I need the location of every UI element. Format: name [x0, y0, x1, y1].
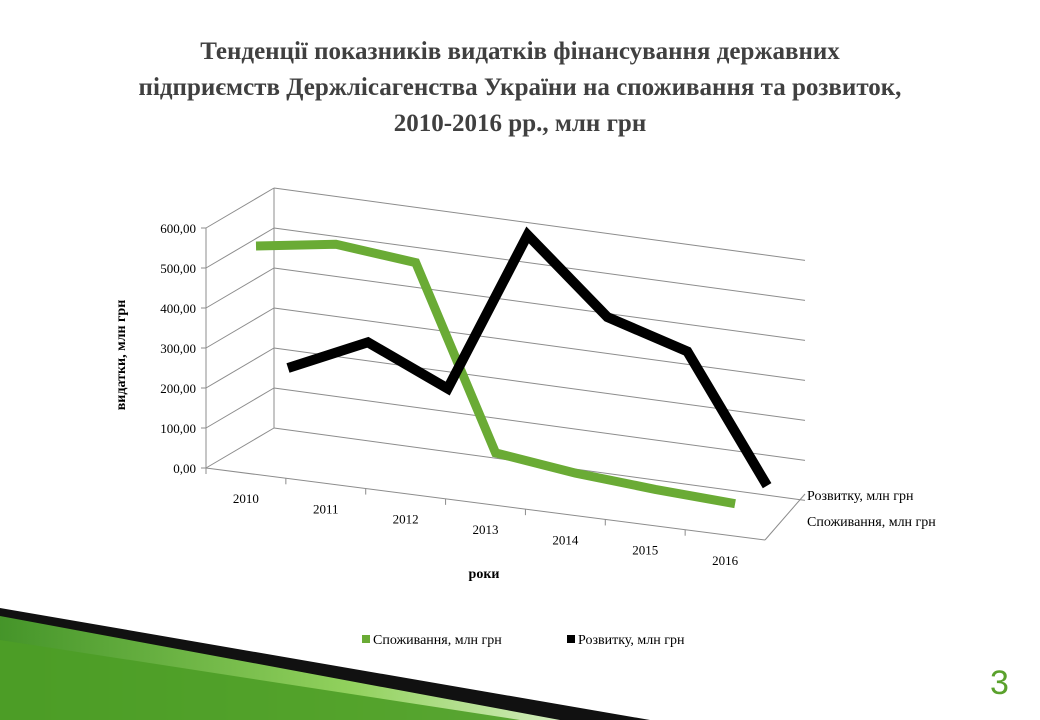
- decorative-ribbon: [0, 608, 650, 720]
- x-tick-label: 2010: [233, 491, 259, 506]
- side-wall-line: [205, 307, 275, 349]
- y-axis-title: видатки, млн грн: [114, 300, 129, 411]
- y-tick-label: 500,00: [160, 261, 196, 276]
- side-wall-line: [205, 227, 275, 269]
- y-tick-label: 600,00: [160, 221, 196, 236]
- y-tick-label: 400,00: [160, 301, 196, 316]
- x-tick-label: 2011: [313, 501, 339, 516]
- depth-axis-line: [764, 493, 806, 541]
- y-tick-label: 100,00: [160, 421, 196, 436]
- gridline: [273, 227, 806, 301]
- legend-label: Споживання, млн грн: [373, 633, 502, 648]
- x-tick-label: 2016: [712, 553, 739, 568]
- title-line-3: 2010-2016 рр., млн грн: [393, 110, 647, 137]
- side-wall-line: [205, 187, 275, 229]
- title-line-1: Тенденції показників видатків фінансуван…: [200, 38, 840, 65]
- gridline: [273, 187, 806, 261]
- side-wall-line: [205, 387, 275, 429]
- title-line-2: підприємств Держлісагенства України на с…: [138, 74, 902, 101]
- x-tick-label: 2014: [552, 532, 579, 547]
- series-line-2: [286, 226, 772, 489]
- gridline: [273, 387, 806, 461]
- side-wall-line: [205, 347, 275, 389]
- plot-area: 0,00 100,00 200,00 300,00 400,00 500,00 600,00…: [114, 187, 936, 648]
- x-tick-label: 2012: [393, 512, 419, 527]
- side-wall-line: [205, 267, 275, 309]
- x-tick-label: 2013: [473, 522, 499, 537]
- y-tick-label: 300,00: [160, 341, 196, 356]
- gridline: [273, 307, 806, 381]
- page-number: 3: [990, 664, 1009, 702]
- depth-label: Розвитку, млн грн: [807, 489, 914, 504]
- x-axis-title: роки: [469, 567, 500, 582]
- depth-label: Споживання, млн грн: [807, 515, 936, 530]
- y-tick-label: 0,00: [173, 461, 196, 476]
- legend-swatch: [567, 635, 575, 643]
- legend-label: Розвитку, млн грн: [578, 633, 685, 648]
- page-title: Тенденції показників видатків фінансуван…: [40, 34, 1000, 142]
- x-tick-label: 2015: [632, 543, 658, 558]
- series-line-1: [255, 239, 736, 509]
- x-axis-line: [205, 467, 766, 541]
- gridline: [273, 267, 806, 341]
- y-tick-label: 200,00: [160, 381, 196, 396]
- side-wall-line: [205, 427, 275, 469]
- legend-swatch: [362, 635, 370, 643]
